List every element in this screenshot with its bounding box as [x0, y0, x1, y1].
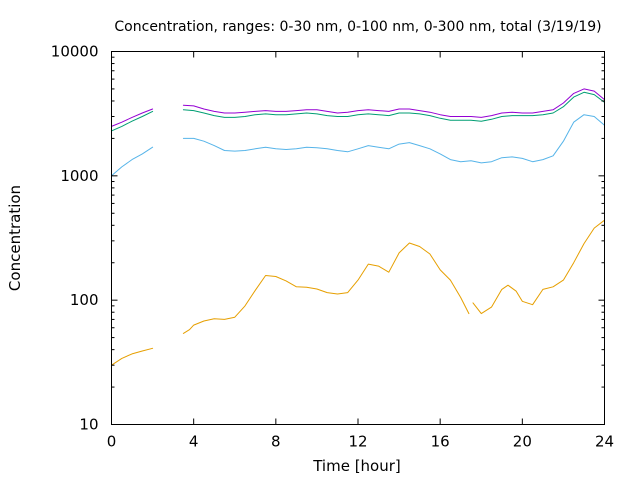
y-axis-label: Concentration	[6, 185, 24, 291]
chart-title: Concentration, ranges: 0-30 nm, 0-100 nm…	[114, 19, 601, 35]
series-2-line-segment-0	[111, 110, 154, 132]
x-tick-label: 16	[431, 433, 450, 451]
x-axis-label: Time [hour]	[312, 457, 401, 475]
series-0-line-segment-2	[472, 219, 605, 315]
x-axis: 0 4 8 12 16 20 24	[107, 51, 614, 451]
x-tick-label: 0	[107, 433, 117, 451]
series-2-line-segment-1	[182, 91, 605, 122]
plot-frame	[111, 51, 605, 425]
y-tick-label: 1000	[60, 167, 98, 185]
y-tick-label: 10000	[51, 43, 99, 61]
x-tick-label: 8	[271, 433, 281, 451]
series-1-line-segment-0	[111, 146, 154, 177]
x-tick-label: 12	[348, 433, 367, 451]
x-tick-label: 20	[513, 433, 532, 451]
series-0-line-segment-0	[111, 347, 154, 366]
series-0-line-segment-1	[182, 242, 470, 334]
y-tick-label: 10	[79, 416, 98, 434]
x-tick-label: 4	[189, 433, 199, 451]
x-tick-label: 24	[595, 433, 614, 451]
series-3-line-segment-0	[111, 108, 154, 127]
series-1-line-segment-1	[182, 114, 605, 164]
y-axis: 10 100 1000 10000	[51, 43, 605, 434]
series-layer	[111, 88, 605, 366]
series-3-line-segment-1	[182, 88, 605, 118]
y-tick-label: 100	[70, 291, 99, 309]
